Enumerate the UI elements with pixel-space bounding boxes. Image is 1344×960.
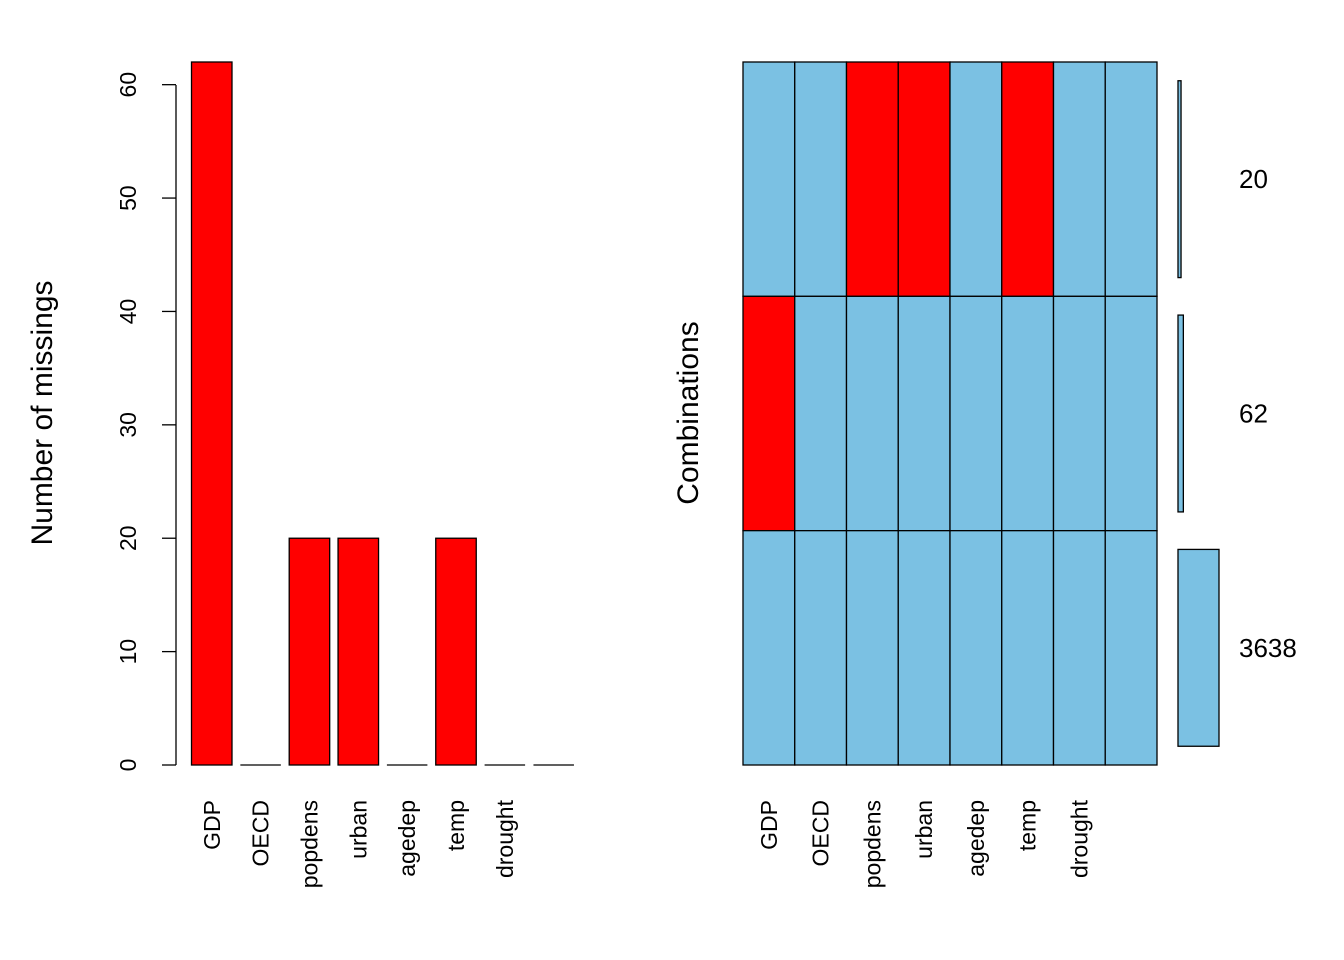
grid-column-label-temp: temp [1015, 800, 1041, 851]
grid-column-label-urban: urban [911, 800, 937, 859]
y-tick-label-30: 30 [115, 412, 141, 438]
cell-row1-drought [1052, 61, 1106, 297]
cell-row1-agedep [949, 61, 1003, 297]
cell-row1-oecd [794, 61, 848, 297]
count-label-row1: 20 [1239, 164, 1268, 194]
combination-frequency-marks [1177, 80, 1220, 747]
cell-row3-urban [897, 530, 951, 766]
x-category-label-drought: drought [492, 799, 518, 878]
count-label-row3: 3638 [1239, 633, 1297, 663]
cell-row3-empty-7 [1104, 530, 1158, 766]
x-category-label-urban: urban [345, 800, 371, 859]
left-x-axis-labels: GDP OECD popdens urban agedep temp drought [199, 799, 518, 888]
y-tick-label-0: 0 [115, 759, 141, 772]
frequency-bar-row3 [1177, 548, 1220, 747]
count-label-row2: 62 [1239, 399, 1268, 429]
cell-row2-oecd [794, 295, 848, 532]
cell-row3-oecd [794, 530, 848, 766]
grid-column-label-oecd: OECD [808, 800, 834, 866]
bar-urban [337, 537, 380, 766]
y-tick-label-20: 20 [115, 525, 141, 551]
grid-column-label-gdp: GDP [756, 800, 782, 850]
grid-column-label-popdens: popdens [859, 800, 885, 888]
bar-temp [435, 537, 477, 766]
x-category-label-oecd: OECD [248, 800, 274, 866]
bar-gdp [190, 61, 233, 766]
cell-row1-urban [897, 61, 951, 297]
x-category-label-gdp: GDP [199, 800, 225, 850]
cell-row2-temp [1001, 295, 1055, 532]
cell-row2-popdens [845, 295, 899, 532]
right-x-axis-labels: GDP OECD popdens urban agedep temp drought [756, 799, 1093, 888]
cell-row3-gdp [742, 530, 796, 766]
cell-row2-empty-7 [1104, 295, 1158, 532]
cell-row3-drought [1052, 530, 1106, 766]
cell-row3-popdens [845, 530, 899, 766]
combination-grid [742, 61, 1158, 766]
grid-column-label-drought: drought [1066, 799, 1092, 878]
y-tick-label-40: 40 [115, 299, 141, 325]
grid-column-label-agedep: agedep [963, 800, 989, 877]
cell-row2-agedep [949, 295, 1003, 532]
cell-row2-urban [897, 295, 951, 532]
combination-count-labels: 20 62 3638 [1239, 164, 1297, 663]
y-tick-label-10: 10 [115, 639, 141, 665]
frequency-bar-row1 [1177, 80, 1182, 279]
cell-row1-temp [1001, 61, 1055, 297]
x-category-label-agedep: agedep [394, 800, 420, 877]
cell-row1-gdp [742, 61, 796, 297]
left-y-axis-label: Number of missings [26, 280, 59, 545]
missing-count-bar-panel: Number of missings 0 10 20 30 40 50 60 GDP OECD… [26, 61, 574, 888]
y-tick-label-60: 60 [115, 72, 141, 98]
left-y-axis-ticks: 0 10 20 30 40 50 60 [115, 72, 176, 772]
y-tick-label-50: 50 [115, 185, 141, 211]
cell-row3-agedep [949, 530, 1003, 766]
bar-series [190, 61, 574, 766]
right-y-axis-label: Combinations [672, 321, 705, 504]
x-category-label-popdens: popdens [296, 800, 322, 888]
bar-popdens [288, 537, 331, 766]
combinations-panel: Combinations GDP OECD popdens urban agedep te… [672, 61, 1297, 888]
cell-row3-temp [1001, 530, 1055, 766]
cell-row1-popdens [845, 61, 899, 297]
frequency-bar-row2 [1177, 314, 1185, 513]
x-category-label-temp: temp [443, 800, 469, 851]
cell-row2-gdp [742, 295, 796, 532]
cell-row2-drought [1052, 295, 1106, 532]
cell-row1-empty-7 [1104, 61, 1158, 297]
